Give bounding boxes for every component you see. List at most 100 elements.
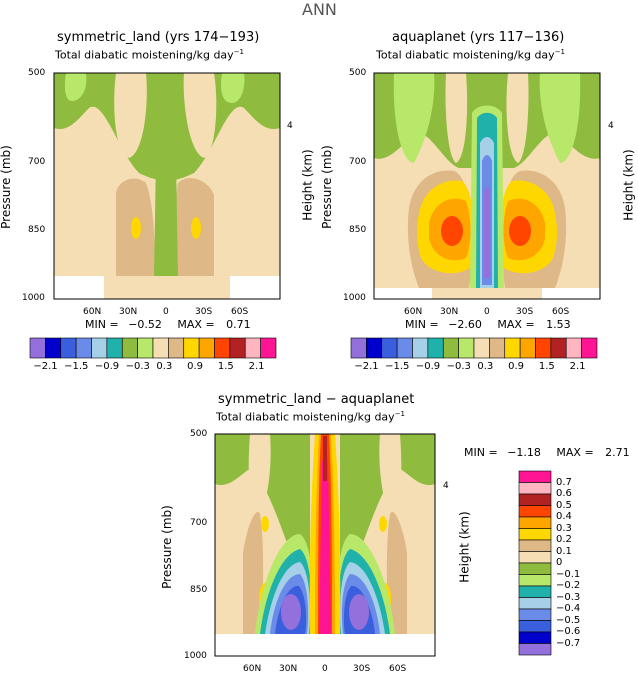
panel3-colorbar-label: −0.2 <box>556 580 581 591</box>
panel3-colorbar-label: −0.5 <box>556 614 581 626</box>
panel1-green-lt1 <box>64 73 87 101</box>
panel3-colorbar-label: −0.3 <box>556 591 581 603</box>
panel2-wheat-col-r <box>506 73 529 163</box>
panel2-colorbar-swatch <box>473 337 490 359</box>
panel3-max-value: 2.71 <box>605 446 630 459</box>
panel2-colorbar-swatch <box>366 337 383 359</box>
panel2-colorbar-labels-item: −0.9 <box>415 361 441 372</box>
panel2-max-value: 1.53 <box>546 318 571 331</box>
panel3-colorbar-swatch <box>518 516 552 529</box>
panel2-frame <box>373 72 601 300</box>
panel1-xtick-0: 0 <box>163 307 169 317</box>
panel1-frame <box>53 72 281 300</box>
panel2-lt-right <box>539 73 581 163</box>
panel3-colorbar-label: 0.3 <box>556 522 572 534</box>
panel2-subtitle: Total diabatic moistening/kg day−1 <box>376 48 565 62</box>
panel2-colorbar-labels-item: 1.5 <box>538 361 555 372</box>
panel3-colorbar-label: 0.1 <box>556 545 572 557</box>
panel3-tan-r <box>386 512 407 634</box>
panel3-purple-right <box>349 594 369 630</box>
panel3-colorbar-swatch <box>518 482 552 495</box>
panel1-subtitle-text: Total diabatic moistening/kg day <box>55 48 234 62</box>
panel2-rtick-4: 4 <box>608 121 614 131</box>
panel3-min-value: −1.18 <box>507 446 541 459</box>
panel2-colorbar-labels-item: −2.1 <box>354 361 379 372</box>
panel3-colorbar-swatch <box>518 539 552 552</box>
panel3-mask <box>215 634 435 656</box>
panel3-min-label: MIN = <box>464 446 498 459</box>
panel3-rtick-4: 4 <box>443 481 449 491</box>
panel2-colorbar-swatch <box>581 337 598 359</box>
panel1-rtick-4: 4 <box>287 121 293 131</box>
panel3-colorbar-swatch <box>518 493 552 506</box>
panel1-colorbar-labels-item: 0.9 <box>187 361 204 372</box>
panel2-red-right <box>509 216 531 246</box>
panel2-xtick-30N: 30N <box>440 307 459 317</box>
panel2-colorbar-swatch <box>442 337 459 359</box>
panel3-gold-r2 <box>379 516 387 532</box>
panel3-wheat-col-r <box>379 434 402 514</box>
panel3-colorbar-swatch <box>518 470 552 483</box>
panel2-max-label: MAX = <box>497 318 535 331</box>
panel1-gold-right <box>191 217 201 239</box>
panel1-colorbar-swatch <box>244 337 261 359</box>
panel2-ylabel-right: Height (km) <box>621 149 636 221</box>
panel1-subtitle-exp: −1 <box>233 48 245 56</box>
panel3-ytick-500: 500 <box>190 429 208 439</box>
panel3-colorbar-label: −0.1 <box>556 568 581 580</box>
panel2-colorbar-swatch <box>350 337 367 359</box>
panel1-min-label: MIN = <box>85 318 119 331</box>
panel2-colorbar-swatch <box>489 337 506 359</box>
panel3-colorbar-swatch <box>518 585 552 598</box>
panel1-plot <box>53 72 281 300</box>
panel1-min-value: −0.52 <box>128 318 162 331</box>
panel2-ytick-850: 850 <box>349 225 367 235</box>
panel2-colorbar-labels-item: 0.9 <box>508 361 525 372</box>
panel3-colorbar-label: 0.7 <box>556 476 572 488</box>
panel2-ytick-700: 700 <box>349 157 367 167</box>
panel3-colorbar-labels: 0.7 0.6 0.5 0.4 0.3 0.2 0.1 0 −0.1 −0.2 −0.3 −0.4 −0… <box>556 471 596 655</box>
panel3-xtick-60N: 60N <box>243 664 262 674</box>
panel1-colorbar-swatch <box>45 337 62 359</box>
panel1-colorbar-labels-item: −1.5 <box>64 361 89 372</box>
panel2-colorbar <box>350 337 598 359</box>
panel3-colorbar-swatch <box>518 597 552 610</box>
panel2-min-label: MIN = <box>405 318 439 331</box>
panel2-ytick-500: 500 <box>349 68 367 78</box>
panel3-subtitle-text: Total diabatic moistening/kg day <box>216 410 395 424</box>
panel1-xtick-30N: 30N <box>119 307 138 317</box>
panel2-mask-left <box>374 288 432 299</box>
panel1-colorbar-labels: −2.1 −1.5 −0.9 −0.3 0.3 0.9 1.5 2.1 <box>30 361 276 375</box>
panel1-max-label: MAX = <box>177 318 215 331</box>
panel1-colorbar-labels-item: −0.9 <box>94 361 120 372</box>
panel3-dark-core <box>323 436 327 481</box>
panel3-minmax: MIN = −1.18 MAX = 2.71 <box>464 446 630 459</box>
panel1-colorbar-swatch <box>168 337 185 359</box>
panel2-colorbar-swatch <box>396 337 413 359</box>
panel1-green-lt2 <box>221 73 245 103</box>
panel2-xtick-60N: 60N <box>404 307 423 317</box>
panel3-colorbar-label: 0 <box>556 557 563 568</box>
panel1-title: symmetric_land (yrs 174−193) <box>57 30 260 45</box>
panel2-lt-left <box>393 73 435 163</box>
panel1-colorbar-swatch <box>137 337 154 359</box>
panel2-colorbar-swatch <box>412 337 429 359</box>
panel1-colorbar-swatch <box>214 337 231 359</box>
panel3-colorbar-swatch <box>518 620 552 633</box>
panel3-colorbar-label: 0.6 <box>556 488 572 499</box>
panel3-colorbar-label: −0.7 <box>556 637 581 649</box>
panel1-green-top <box>54 73 280 181</box>
panel3-colorbar-swatch <box>518 551 552 564</box>
panel1-colorbar-swatch <box>260 337 277 359</box>
panel2-plot <box>373 72 601 300</box>
panel2-red-left <box>441 216 463 246</box>
panel2-mask-right <box>542 288 600 299</box>
panel1-colorbar-labels-item: −2.1 <box>33 361 58 372</box>
panel2-colorbar-swatch <box>504 337 521 359</box>
panel2-colorbar-swatch <box>519 337 536 359</box>
panel2-xtick-0: 0 <box>484 307 490 317</box>
panel1-colorbar-swatch <box>183 337 200 359</box>
panel3-ylabel-right: Height (km) <box>457 511 472 583</box>
panel3-colorbar-label: 0.5 <box>556 499 572 511</box>
panel2-ytick-1000: 1000 <box>343 293 366 303</box>
